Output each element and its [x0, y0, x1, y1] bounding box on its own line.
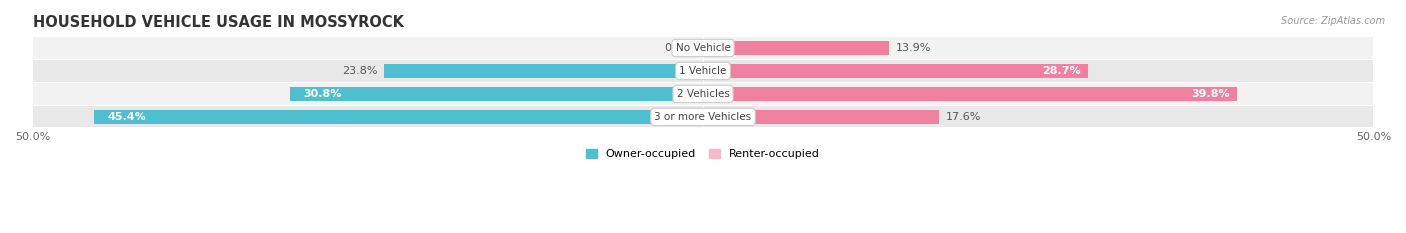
Text: 39.8%: 39.8% [1191, 89, 1230, 99]
Bar [32, 38, 1374, 58]
Bar [703, 87, 1237, 101]
Text: 2 Vehicles: 2 Vehicles [676, 89, 730, 99]
Text: 28.7%: 28.7% [1042, 66, 1081, 76]
Legend: Owner-occupied, Renter-occupied: Owner-occupied, Renter-occupied [581, 145, 825, 164]
Bar [32, 60, 1374, 82]
Text: 13.9%: 13.9% [896, 43, 931, 53]
Bar [703, 64, 1088, 78]
Text: 3 or more Vehicles: 3 or more Vehicles [654, 112, 752, 122]
Text: 23.8%: 23.8% [342, 66, 377, 76]
Text: HOUSEHOLD VEHICLE USAGE IN MOSSYROCK: HOUSEHOLD VEHICLE USAGE IN MOSSYROCK [32, 15, 404, 30]
Text: Source: ZipAtlas.com: Source: ZipAtlas.com [1281, 16, 1385, 26]
Bar [94, 110, 703, 123]
Text: 30.8%: 30.8% [304, 89, 342, 99]
Text: 17.6%: 17.6% [946, 112, 981, 122]
Bar [703, 41, 890, 55]
Bar [32, 106, 1374, 127]
Text: No Vehicle: No Vehicle [675, 43, 731, 53]
Bar [32, 83, 1374, 105]
Text: 0.0%: 0.0% [664, 43, 692, 53]
Bar [290, 87, 703, 101]
Text: 1 Vehicle: 1 Vehicle [679, 66, 727, 76]
Text: 45.4%: 45.4% [108, 112, 146, 122]
Bar [703, 110, 939, 123]
Bar [384, 64, 703, 78]
